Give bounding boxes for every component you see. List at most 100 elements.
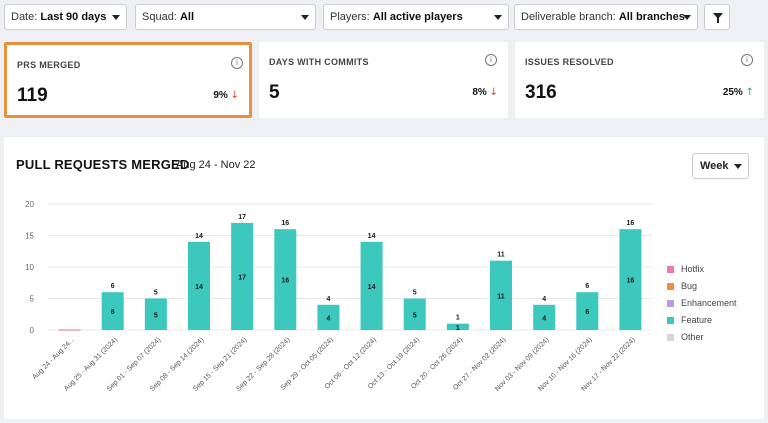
branch-filter-label: Deliverable branch: <box>521 11 616 23</box>
bar-feature <box>403 298 426 330</box>
bar-value-label: 16 <box>281 278 289 285</box>
squad-filter[interactable]: Squad: All <box>135 4 316 30</box>
interval-value: Week <box>700 160 729 172</box>
legend-item-bug[interactable]: Bug <box>667 279 737 296</box>
legend-label: Feature <box>681 315 713 325</box>
bar-total-label: 17 <box>238 214 246 221</box>
panel-title: PULL REQUESTS MERGED <box>16 157 190 172</box>
bar-value-label: 1 <box>456 325 460 332</box>
card-delta: 9% ↓ <box>213 90 239 101</box>
bar-feature <box>533 304 556 330</box>
bar-total-label: 14 <box>368 233 376 240</box>
legend-swatch <box>667 266 674 273</box>
card-value: 119 <box>17 85 48 106</box>
card-label: DAYS WITH COMMITS <box>269 57 369 67</box>
players-filter[interactable]: Players: All active players <box>323 4 509 30</box>
info-icon[interactable]: i <box>231 57 243 69</box>
chevron-down-icon <box>734 164 742 169</box>
bar-total-label: 16 <box>627 220 635 227</box>
bar-total-label: 4 <box>542 296 546 303</box>
chevron-down-icon <box>494 15 502 20</box>
bar-value-label: 4 <box>326 315 330 322</box>
info-icon[interactable]: i <box>485 54 497 66</box>
days-with-commits-card[interactable]: DAYS WITH COMMITS i 5 8% ↓ <box>259 42 508 118</box>
info-icon[interactable]: i <box>741 54 753 66</box>
filter-bar: Date: Last 90 days Squad: All Players: A… <box>4 4 764 30</box>
chevron-down-icon <box>301 15 309 20</box>
issues-resolved-card[interactable]: ISSUES RESOLVED i 316 25% ↑ <box>515 42 764 118</box>
bar-feature <box>360 241 383 330</box>
bar-feature <box>231 222 254 330</box>
y-tick-label: 20 <box>25 200 34 209</box>
bar-total-label: 6 <box>585 283 589 290</box>
date-filter-label: Date: <box>11 11 38 23</box>
legend-label: Enhancement <box>681 298 737 308</box>
bar-value-label: 5 <box>154 312 158 319</box>
card-delta: 25% ↑ <box>722 87 754 98</box>
players-filter-label: Players: <box>330 11 370 23</box>
date-filter-value: Last 90 days <box>40 11 107 23</box>
legend-swatch <box>667 317 674 324</box>
y-tick-label: 15 <box>25 232 34 241</box>
card-delta: 8% ↓ <box>472 87 498 98</box>
filter-button[interactable] <box>704 4 730 30</box>
bar-feature <box>188 241 210 330</box>
legend-label: Hotfix <box>681 264 705 274</box>
chevron-down-icon <box>112 15 120 20</box>
legend-item-feature[interactable]: Feature <box>667 313 737 330</box>
card-label: ISSUES RESOLVED <box>525 57 614 67</box>
filter-icon <box>713 13 723 19</box>
bar-value-label: 6 <box>585 309 589 316</box>
legend-swatch <box>667 300 674 307</box>
pull-requests-panel: PULL REQUESTS MERGED Aug 24 - Nov 22 Wee… <box>4 137 764 419</box>
players-filter-value: All active players <box>372 11 463 23</box>
y-tick-label: 5 <box>30 295 35 304</box>
squad-filter-value: All <box>179 11 194 23</box>
bar-feature <box>619 229 642 330</box>
bar-feature <box>446 323 469 330</box>
bar-total-label: 16 <box>281 220 289 227</box>
card-value: 5 <box>269 82 280 103</box>
bar-total-label: 14 <box>195 233 203 240</box>
bar-total-label: 5 <box>154 290 158 297</box>
bar-value-label: 5 <box>413 312 417 319</box>
branch-filter-value: All branches <box>618 11 685 23</box>
legend-swatch <box>667 283 674 290</box>
legend-swatch <box>667 334 674 341</box>
bar-value-label: 16 <box>627 278 635 285</box>
arrow-up-icon: ↑ <box>745 87 754 98</box>
bar-total-label: 5 <box>413 290 417 297</box>
bar-feature <box>576 292 599 330</box>
squad-filter-label: Squad: <box>142 11 177 23</box>
card-value: 316 <box>525 82 557 103</box>
bar-total-label: 11 <box>497 252 505 259</box>
bar-value-label: 4 <box>542 315 546 322</box>
bar-total-label: 1 <box>456 315 460 322</box>
legend-item-enhancement[interactable]: Enhancement <box>667 296 737 313</box>
bar-total-label: 4 <box>326 296 330 303</box>
date-filter[interactable]: Date: Last 90 days <box>4 4 127 30</box>
x-tick-label: Aug 24 - Aug 24... <box>31 336 76 381</box>
bar-feature <box>274 229 297 330</box>
arrow-down-icon: ↓ <box>489 87 498 98</box>
interval-select[interactable]: Week <box>692 153 749 179</box>
bar-value-label: 11 <box>497 293 505 300</box>
card-label: PRS MERGED <box>17 60 81 70</box>
bar-value-label: 14 <box>195 284 203 291</box>
arrow-down-icon: ↓ <box>230 90 239 101</box>
bar-feature <box>144 298 167 330</box>
bar-total-label: 6 <box>111 283 115 290</box>
y-tick-label: 10 <box>25 263 34 272</box>
bar-feature <box>490 260 512 330</box>
prs-merged-card[interactable]: PRS MERGED i 119 9% ↓ <box>4 42 252 118</box>
branch-filter[interactable]: Deliverable branch: All branches <box>514 4 698 30</box>
legend-item-hotfix[interactable]: Hotfix <box>667 262 737 279</box>
legend-label: Other <box>681 332 704 342</box>
y-tick-label: 0 <box>30 326 35 335</box>
legend-item-other[interactable]: Other <box>667 330 737 347</box>
chart-legend: Hotfix Bug Enhancement Feature Other <box>667 262 737 347</box>
bar-feature <box>101 292 124 330</box>
date-range: Aug 24 - Nov 22 <box>176 159 256 171</box>
bar-value-label: 6 <box>111 309 115 316</box>
